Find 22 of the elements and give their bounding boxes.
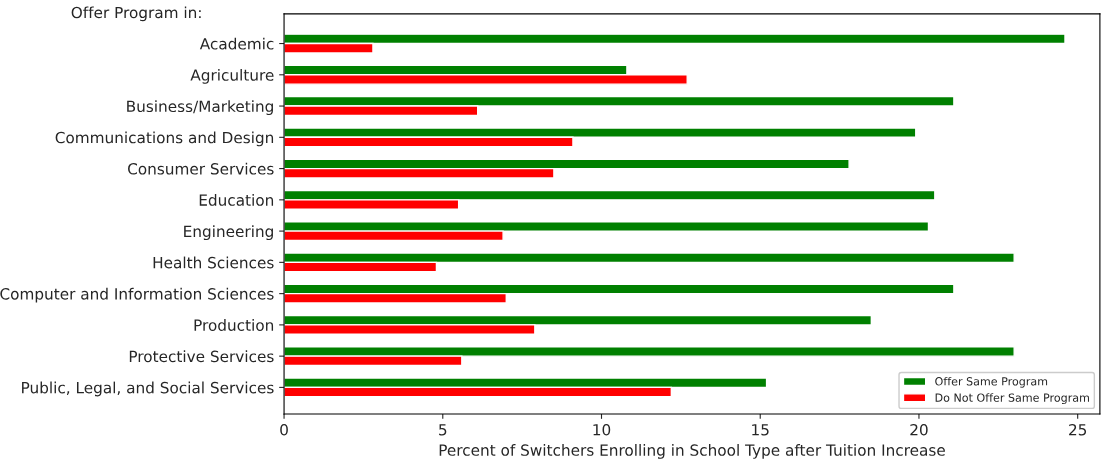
x-tick-label: 20 bbox=[910, 423, 928, 436]
x-tick-label: 5 bbox=[439, 424, 447, 436]
y-tick-label: Production bbox=[194, 319, 274, 331]
y-axis-title: Offer Program in: bbox=[71, 6, 201, 22]
y-tick-label: Computer and Information Sciences bbox=[0, 287, 274, 303]
x-tick-label: 0 bbox=[280, 423, 288, 436]
y-tick-label: Protective Services bbox=[129, 350, 274, 363]
y-tick-label: Agriculture bbox=[190, 68, 274, 84]
x-tick-label: 25 bbox=[1069, 423, 1087, 436]
y-tick-label: Education bbox=[199, 194, 274, 206]
y-tick-label: Health Sciences bbox=[153, 256, 274, 269]
y-tick-label: Engineering bbox=[184, 225, 273, 241]
y-tick-label: Consumer Services bbox=[128, 162, 274, 175]
x-tick-label: 15 bbox=[752, 424, 769, 436]
x-tick-label: 10 bbox=[593, 423, 611, 436]
y-tick-label: Business/Marketing bbox=[127, 100, 273, 116]
legend-label: Do Not Offer Same Program bbox=[935, 393, 1089, 404]
y-tick-label: Public, Legal, and Social Services bbox=[22, 381, 274, 397]
y-tick-label: Communications and Design bbox=[55, 131, 274, 147]
y-tick-label: Academic bbox=[199, 37, 274, 50]
x-axis-title: Percent of Switchers Enrolling in School Type after Tuition Increase bbox=[439, 444, 945, 459]
legend-label: Offer Same Program bbox=[935, 376, 1048, 388]
